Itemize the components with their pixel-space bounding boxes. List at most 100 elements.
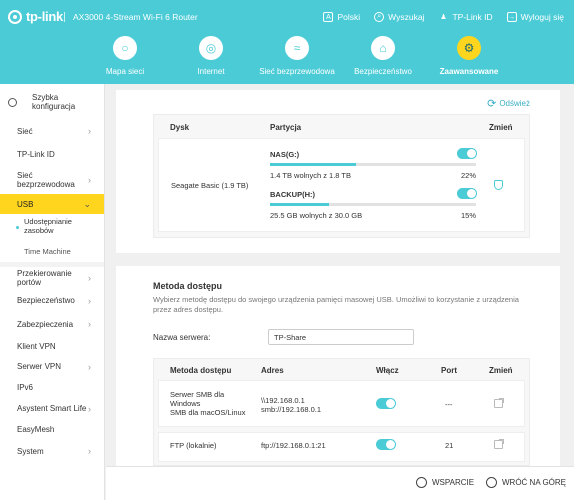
sidebar-item-usb[interactable]: USB ⌄ xyxy=(0,194,104,214)
sidebar-item-smart-life[interactable]: Asystent Smart Life › xyxy=(0,398,104,419)
sidebar-item-quick-setup[interactable]: Szybka konfiguracja xyxy=(0,84,104,120)
partition-usage-fill xyxy=(270,163,357,166)
sidebar-item-label: Przekierowanie portów xyxy=(17,268,72,287)
wifi-icon: ≈ xyxy=(285,36,309,60)
logout-icon: → xyxy=(506,12,517,22)
partition-usage-bar xyxy=(270,203,476,206)
back-to-top-label: WRÓĆ NA GÓRĘ xyxy=(502,478,567,487)
chevron-right-icon: › xyxy=(88,295,91,306)
sidebar: Szybka konfiguracja Sieć › TP-Link ID Si… xyxy=(0,84,105,500)
language-link[interactable]: A Polski xyxy=(323,12,360,22)
tplink-id-link[interactable]: ♟ TP-Link ID xyxy=(438,12,492,22)
logout-label: Wyloguj się xyxy=(520,12,564,22)
partition-usage-bar xyxy=(270,163,476,166)
method-line: SMB dla macOS/Linux xyxy=(170,408,246,417)
partition-toggle[interactable] xyxy=(457,188,477,199)
partition-toggle[interactable] xyxy=(457,148,477,159)
refresh-button[interactable]: ⟳ Odśwież xyxy=(487,97,530,110)
arrow-up-icon xyxy=(486,477,497,488)
address-line: \\192.168.0.1 xyxy=(261,396,305,405)
sidebar-item-network[interactable]: Sieć › xyxy=(0,120,104,142)
nav-advanced[interactable]: ⚙ Zaawansowane xyxy=(426,36,512,76)
refresh-label: Odśwież xyxy=(499,99,530,108)
brand-name: tp-link xyxy=(26,9,63,24)
logout-link[interactable]: → Wyloguj się xyxy=(506,12,564,22)
method-line: Windows xyxy=(170,399,201,408)
sidebar-item-ipv6[interactable]: IPv6 xyxy=(0,377,104,398)
search-label: Wyszukaj xyxy=(388,12,425,22)
sidebar-subitem-label: Time Machine xyxy=(24,246,71,256)
sidebar-item-vpn-server[interactable]: Serwer VPN › xyxy=(0,356,104,377)
refresh-icon: ⟳ xyxy=(487,98,497,110)
chevron-right-icon: › xyxy=(88,403,91,414)
partition-percent: 15% xyxy=(461,211,477,220)
access-section-title: Metoda dostępu xyxy=(153,281,222,291)
sidebar-item-wireless[interactable]: Sieć bezprzewodowa › xyxy=(0,166,104,194)
col-header-port: Port xyxy=(441,366,457,375)
sidebar-item-label: IPv6 xyxy=(17,383,34,392)
globe-icon: ◎ xyxy=(199,36,223,60)
eject-shield-icon[interactable] xyxy=(494,180,503,190)
nav-label: Sieć bezprzewodowa xyxy=(259,67,335,76)
edit-icon[interactable] xyxy=(494,439,504,449)
address-smb: \\192.168.0.1 smb://192.168.0.1 xyxy=(261,396,321,415)
partition-free: 25.5 GB wolnych z 30.0 GB xyxy=(270,211,363,220)
top-header: tp-link AX3000 4-Stream Wi-Fi 6 Router A… xyxy=(0,0,574,84)
col-header-partition: Partycja xyxy=(270,123,302,132)
support-label: WSPARCIE xyxy=(432,478,475,487)
chevron-right-icon: › xyxy=(88,126,91,136)
sidebar-item-label: System xyxy=(17,446,44,456)
nav-wireless[interactable]: ≈ Sieć bezprzewodowa xyxy=(254,36,340,76)
chevron-right-icon: › xyxy=(88,446,91,456)
footer-bar: WSPARCIE WRÓĆ NA GÓRĘ xyxy=(106,466,574,500)
smb-enable-toggle[interactable] xyxy=(376,398,396,409)
partition-usage-fill xyxy=(270,203,329,206)
server-name-input[interactable]: TP-Share xyxy=(268,329,414,345)
chevron-right-icon: › xyxy=(88,174,91,185)
nav-security[interactable]: ⌂ Bezpieczeństwo xyxy=(340,36,426,76)
ftp-enable-toggle[interactable] xyxy=(376,439,396,450)
address-ftp: ftp://192.168.0.1:21 xyxy=(261,441,326,450)
col-header-enable: Włącz xyxy=(376,366,399,375)
sidebar-item-security[interactable]: Bezpieczeństwo › xyxy=(0,289,104,312)
search-icon: ⌕ xyxy=(374,12,385,22)
main-nav: ○ Mapa sieci ◎ Internet ≈ Sieć bezprzewo… xyxy=(82,36,512,76)
method-smb: Serwer SMB dla Windows SMB dla macOS/Lin… xyxy=(170,390,245,417)
nav-label: Internet xyxy=(197,67,225,76)
gear-icon: ⚙ xyxy=(457,36,481,60)
access-section-description: Wybierz metodę dostępu do swojego urządz… xyxy=(153,295,519,315)
sidebar-subitem-sharing[interactable]: Udostępnianie zasobów xyxy=(0,214,104,240)
sidebar-item-protection[interactable]: Zabezpieczenia › xyxy=(0,312,104,336)
chevron-right-icon: › xyxy=(88,272,91,283)
partition-percent: 22% xyxy=(461,171,477,180)
sidebar-item-label: Sieć bezprzewodowa xyxy=(17,170,75,189)
quick-setup-icon xyxy=(8,97,17,107)
sidebar-item-tplink-id[interactable]: TP-Link ID xyxy=(0,142,104,166)
back-to-top-link[interactable]: WRÓĆ NA GÓRĘ xyxy=(486,477,566,488)
nav-network-map[interactable]: ○ Mapa sieci xyxy=(82,36,168,76)
address-line: smb://192.168.0.1 xyxy=(261,405,322,415)
nav-internet[interactable]: ◎ Internet xyxy=(168,36,254,76)
table-row xyxy=(158,380,525,427)
chevron-down-icon: ⌄ xyxy=(83,198,91,209)
sidebar-item-label: Asystent Smart Life xyxy=(17,404,87,413)
search-link[interactable]: ⌕ Wyszukaj xyxy=(374,12,424,22)
sidebar-item-system[interactable]: System › xyxy=(0,440,104,462)
network-map-icon: ○ xyxy=(113,36,137,60)
server-name-label: Nazwa serwera: xyxy=(153,333,211,342)
sidebar-item-port-forwarding[interactable]: Przekierowanie portów › xyxy=(0,267,104,289)
support-link[interactable]: WSPARCIE xyxy=(416,477,474,488)
tp-link-logo[interactable]: tp-link xyxy=(8,9,63,24)
smb-port: --- xyxy=(445,400,453,409)
sidebar-item-label: Zabezpieczenia xyxy=(17,319,74,329)
sidebar-subitem-time-machine[interactable]: Time Machine xyxy=(0,240,104,262)
sidebar-subitem-label: Udostępnianie zasobów xyxy=(24,217,72,235)
nav-label: Bezpieczeństwo xyxy=(354,67,412,76)
sidebar-item-easymesh[interactable]: EasyMesh xyxy=(0,419,104,440)
tp-link-logo-icon xyxy=(8,9,22,24)
sidebar-item-vpn-client[interactable]: Klient VPN xyxy=(0,336,104,356)
edit-icon[interactable] xyxy=(494,398,504,408)
table-row xyxy=(158,432,525,462)
disk-name: Seagate Basic (1.9 TB) xyxy=(171,181,249,190)
col-header-method: Metoda dostępu xyxy=(170,366,232,375)
